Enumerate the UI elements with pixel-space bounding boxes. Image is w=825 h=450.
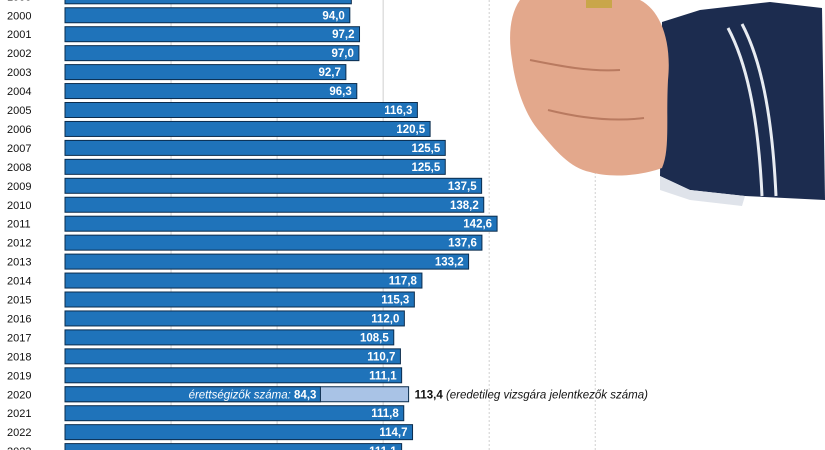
value-label-2019: 111,1 [369,370,397,382]
value-label-2008: 125,5 [411,162,440,174]
sleeve-stripe-1 [726,27,764,197]
year-label: 2014 [7,276,31,288]
year-label: 2020 [7,389,31,401]
year-label: 2013 [7,257,31,269]
year-label: 2021 [7,408,31,420]
value-label-2007: 125,5 [411,143,440,155]
fist-photo [510,0,825,206]
year-label: 2018 [7,351,31,363]
bar-2009 [64,177,483,194]
year-label: 2012 [7,238,31,250]
value-label-2016: 112,0 [371,313,399,325]
value-label-2018: 110,7 [367,351,395,363]
fist-knuckle-shadow [529,59,621,72]
bar-2016 [64,310,405,327]
year-label: 2001 [7,29,31,41]
value-label-2013: 133,2 [435,257,464,269]
value-label-2021: 111,8 [371,408,399,420]
bar-1999 [64,0,352,5]
bar-2017 [64,329,395,346]
fist-shape [510,0,669,176]
value-label-2000: 94,0 [322,10,344,22]
value-label-2001: 97,2 [332,29,354,41]
bar-2004 [64,83,358,100]
fist-thumb-line [547,109,645,121]
year-label: 2002 [7,48,31,60]
value-label-2005: 116,3 [384,105,412,117]
sleeve-shape [660,2,825,200]
year-label: 1999 [7,0,31,3]
year-label: 2006 [7,124,31,136]
label-2020-graduates: érettségizők száma: 84,3 [189,389,317,401]
year-label: 2000 [7,10,31,22]
year-label: 2023 [7,446,31,450]
value-label-2006: 120,5 [396,124,425,136]
value-label-2022: 114,7 [379,427,407,439]
bar-2006 [64,120,431,137]
bar-2010 [64,196,485,213]
value-label-2003: 92,7 [318,67,340,79]
bar-2021 [64,405,405,422]
bar-2012 [64,234,483,251]
bar-2008 [64,158,446,175]
bar-2019 [64,367,403,384]
held-object [586,0,612,8]
bar-2005 [64,102,418,118]
bar-2007 [64,139,446,156]
value-label-2015: 115,3 [381,295,409,307]
bar-2002 [64,45,360,62]
bar-2018 [64,348,401,365]
value-label-2004: 96,3 [329,86,351,98]
bar-2023 [64,443,403,450]
year-label: 2008 [7,162,31,174]
year-label: 2011 [7,219,31,231]
bar-2003 [64,64,347,81]
value-label-2017: 108,5 [360,332,389,344]
value-label-2011: 142,6 [463,219,492,231]
year-label: 2009 [7,181,31,193]
bars-layer: 1999 2000 94,0 2001 97,2 2002 97,0 2003 92,7 2004… [7,0,648,450]
year-label: 2007 [7,143,31,155]
year-label: 2004 [7,86,31,98]
value-label-2014: 117,8 [389,276,418,288]
bar-2013 [64,253,470,270]
label-2020-registered: 113,4 (eredetileg vizsgára jelentkezők s… [415,389,648,401]
bar-2011 [64,215,498,232]
bar-2015 [64,291,415,308]
bar-2022 [64,424,414,441]
bar-2014 [64,272,423,289]
value-label-2010: 138,2 [450,200,479,212]
year-label: 2010 [7,200,31,212]
year-label: 2022 [7,427,31,439]
year-label: 2003 [7,67,31,79]
value-label-2002: 97,0 [332,48,354,60]
bar-2001 [64,26,361,43]
value-label-2012: 137,6 [448,238,477,250]
year-label: 2017 [7,332,31,344]
year-label: 2019 [7,370,31,382]
year-label: 2005 [7,105,31,117]
year-label: 2015 [7,295,31,307]
bar-2000 [64,7,351,24]
sleeve-cuff-shirt [660,176,745,206]
value-label-2023: 111,1 [369,446,397,450]
bar-2020-graduates [64,386,321,403]
sleeve-stripe-2 [740,23,778,197]
year-label: 2016 [7,313,31,325]
value-label-2009: 137,5 [448,181,477,193]
